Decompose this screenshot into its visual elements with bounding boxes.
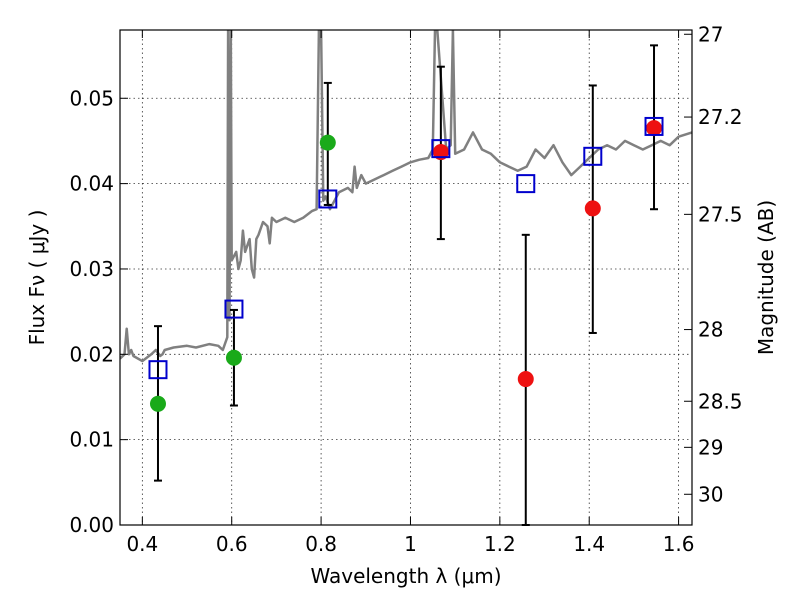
y-tick-label: 0.03 (69, 257, 114, 281)
y2-tick-label: 30 (698, 482, 723, 506)
y2-tick-label: 29 (698, 435, 723, 459)
model-square-point (224, 299, 244, 319)
y-tick-label: 0.00 (69, 513, 114, 537)
model-square-point (583, 146, 603, 166)
y-tick-label: 0.01 (69, 428, 114, 452)
model-square-point (644, 116, 664, 136)
x-tick-label: 0.8 (305, 532, 337, 556)
y2-tick-label: 28.5 (698, 389, 743, 413)
y2-tick-label: 27 (698, 22, 723, 46)
y2-tick-label: 27.2 (698, 105, 743, 129)
y-tick-label: 0.05 (69, 86, 114, 110)
y-tick-label: 0.02 (69, 342, 114, 366)
red-data-point (584, 200, 601, 217)
model-square-point (148, 360, 168, 380)
x-axis-label: Wavelength λ (μm) (310, 564, 501, 588)
points-layer (148, 116, 664, 412)
x-tick-label: 0.6 (216, 532, 248, 556)
template-spectrum-layer (120, 30, 692, 363)
template-spectrum-line (120, 30, 692, 363)
model-square-point (318, 189, 338, 209)
green-data-point (319, 134, 336, 151)
model-square-point (431, 139, 451, 159)
x-tick-label: 0.4 (126, 532, 158, 556)
y-axis-label: Flux Fν ( μJy ) (25, 210, 49, 346)
x-tick-label: 1 (404, 532, 417, 556)
y2-tick-label: 27.5 (698, 202, 743, 226)
x-tick-label: 1.4 (573, 532, 605, 556)
model-square-point (516, 174, 536, 194)
x-tick-label: 1.6 (663, 532, 695, 556)
y2-axis-label: Magnitude (AB) (754, 200, 778, 355)
green-data-point (149, 395, 166, 412)
red-data-point (646, 120, 663, 137)
y2-tick-label: 28 (698, 318, 723, 342)
red-data-point (432, 144, 449, 161)
plot-frame (119, 29, 693, 526)
y-tick-label: 0.04 (69, 172, 114, 196)
x-tick-label: 1.2 (484, 532, 516, 556)
ticks-layer: 0.4 0.6 0.8 1 1.2 1.4 1.6 0.00 0.01 0.02 0.03 0.04 0… (69, 22, 742, 556)
red-data-point (517, 371, 534, 388)
green-data-point (225, 349, 242, 366)
